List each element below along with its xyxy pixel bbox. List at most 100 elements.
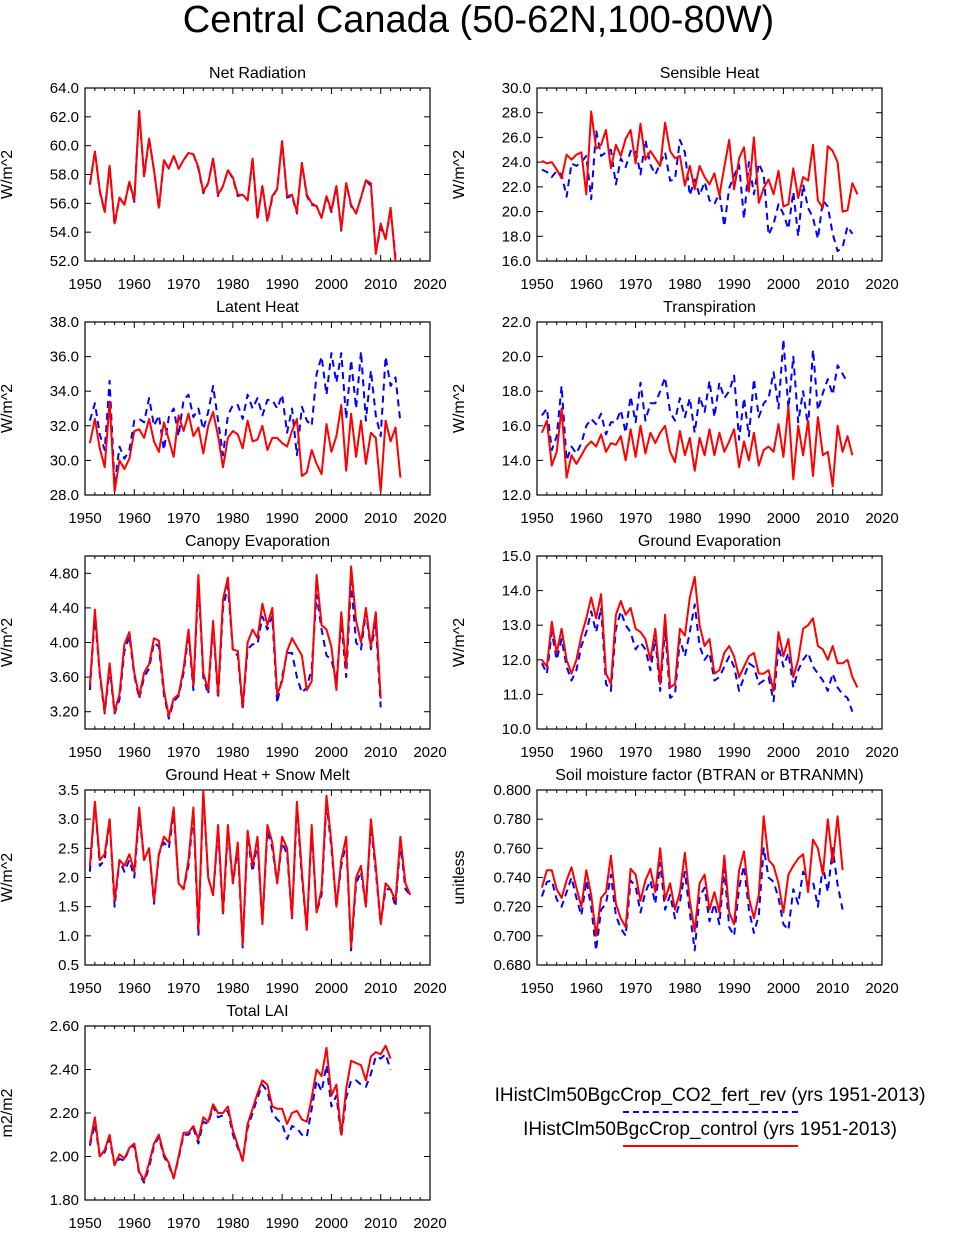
y-tick-label: 14.0 xyxy=(502,583,531,600)
series-line-control xyxy=(541,110,859,213)
y-axis-label: W/m^2 xyxy=(0,150,16,199)
y-tick-label: 34.0 xyxy=(50,383,79,400)
y-tick-label: 3.20 xyxy=(50,704,79,721)
series-line-rev xyxy=(88,581,382,720)
x-tick-label: 1970 xyxy=(619,510,652,527)
y-tick-label: 38.0 xyxy=(50,314,79,331)
chart-title: Net Radiation xyxy=(209,65,306,82)
x-tick-label: 1960 xyxy=(118,510,151,527)
series-line-control xyxy=(88,110,397,261)
y-tick-label: 18.0 xyxy=(502,383,531,400)
x-tick-label: 1960 xyxy=(118,744,151,761)
chart-title: Transpiration xyxy=(663,299,756,316)
x-tick-label: 2010 xyxy=(364,1215,397,1232)
x-tick-label: 2000 xyxy=(767,744,800,761)
y-tick-label: 0.760 xyxy=(493,840,531,857)
y-tick-label: 14.0 xyxy=(502,452,531,469)
x-tick-label: 1990 xyxy=(265,744,298,761)
y-tick-label: 3.60 xyxy=(50,669,79,686)
x-tick-label: 1980 xyxy=(216,744,249,761)
y-tick-label: 4.80 xyxy=(50,565,79,582)
y-tick-label: 64.0 xyxy=(50,80,79,97)
y-tick-label: 2.00 xyxy=(50,1149,79,1166)
y-tick-label: 0.680 xyxy=(493,957,531,974)
y-tick-label: 0.800 xyxy=(493,782,531,799)
series-line-control xyxy=(88,400,402,493)
y-axis-label: W/m^2 xyxy=(451,618,468,667)
y-tick-label: 56.0 xyxy=(50,195,79,212)
x-tick-label: 1980 xyxy=(216,1215,249,1232)
chart-title: Latent Heat xyxy=(216,299,299,316)
x-tick-label: 1950 xyxy=(68,1215,101,1232)
x-tick-label: 1980 xyxy=(216,276,249,293)
y-tick-label: 0.780 xyxy=(493,811,531,828)
y-tick-label: 10.0 xyxy=(502,721,531,738)
x-tick-label: 1990 xyxy=(717,510,750,527)
chart-title: Ground Evaporation xyxy=(638,533,781,550)
x-tick-label: 1970 xyxy=(167,744,200,761)
y-tick-label: 16.0 xyxy=(502,253,531,270)
y-tick-label: 2.40 xyxy=(50,1062,79,1079)
y-tick-label: 2.0 xyxy=(58,870,79,887)
x-tick-label: 1970 xyxy=(167,1215,200,1232)
y-tick-label: 12.0 xyxy=(502,487,531,504)
x-tick-label: 2020 xyxy=(413,276,446,293)
x-tick-label: 1960 xyxy=(570,510,603,527)
x-tick-label: 1990 xyxy=(265,510,298,527)
x-tick-label: 1960 xyxy=(118,980,151,997)
chart-panel: Ground Evaporation W/m^2 10.0 11.0 12.0 13.0 1… xyxy=(451,533,899,761)
x-tick-label: 2020 xyxy=(413,980,446,997)
x-tick-label: 1980 xyxy=(216,980,249,997)
x-tick-label: 2000 xyxy=(767,510,800,527)
y-axis-label: W/m^2 xyxy=(0,853,16,902)
y-axis-label: W/m^2 xyxy=(0,384,16,433)
page-title: Central Canada (50-62N,100-80W) xyxy=(182,0,775,41)
y-tick-label: 18.0 xyxy=(502,228,531,245)
x-tick-label: 1960 xyxy=(570,276,603,293)
x-tick-label: 2000 xyxy=(767,276,800,293)
plot-frame xyxy=(536,321,883,496)
x-tick-label: 2000 xyxy=(315,510,348,527)
y-tick-label: 2.60 xyxy=(50,1018,79,1035)
x-tick-label: 1990 xyxy=(265,276,298,293)
x-tick-label: 2010 xyxy=(364,510,397,527)
series-line-rev xyxy=(541,603,854,713)
x-tick-label: 1950 xyxy=(520,744,553,761)
y-tick-label: 4.00 xyxy=(50,635,79,652)
chart-panel: Transpiration W/m^2 12.0 14.0 16.0 18.0 20.0 22… xyxy=(451,299,899,527)
x-tick-label: 1960 xyxy=(118,1215,151,1232)
y-tick-label: 15.0 xyxy=(502,548,531,565)
x-tick-label: 1950 xyxy=(68,980,101,997)
x-tick-label: 1980 xyxy=(668,980,701,997)
x-tick-label: 2020 xyxy=(865,744,898,761)
series-line-rev xyxy=(88,350,402,486)
series-line-rev xyxy=(541,338,849,462)
y-axis-label: W/m^2 xyxy=(0,618,16,667)
y-tick-label: 2.20 xyxy=(50,1105,79,1122)
y-tick-label: 52.0 xyxy=(50,253,79,270)
x-tick-label: 2020 xyxy=(865,980,898,997)
y-tick-label: 0.700 xyxy=(493,928,531,945)
y-tick-label: 2.5 xyxy=(58,840,79,857)
y-tick-label: 30.0 xyxy=(50,452,79,469)
x-tick-label: 1950 xyxy=(520,510,553,527)
x-tick-label: 2000 xyxy=(315,1215,348,1232)
y-axis-label: W/m^2 xyxy=(451,384,468,433)
y-tick-label: 11.0 xyxy=(503,686,531,703)
series-line-control xyxy=(88,1044,392,1182)
x-tick-label: 1990 xyxy=(717,276,750,293)
x-tick-label: 1970 xyxy=(167,276,200,293)
plot-frame xyxy=(84,1025,431,1201)
y-tick-label: 20.0 xyxy=(502,204,531,221)
series-line-control xyxy=(88,790,412,949)
y-tick-label: 12.0 xyxy=(502,652,531,669)
x-tick-label: 2010 xyxy=(816,744,849,761)
x-tick-label: 2020 xyxy=(865,510,898,527)
x-tick-label: 1950 xyxy=(520,980,553,997)
y-tick-label: 0.740 xyxy=(493,870,531,887)
chart-title: Sensible Heat xyxy=(660,65,760,82)
y-tick-label: 36.0 xyxy=(50,349,79,366)
plot-frame xyxy=(84,321,431,496)
x-tick-label: 1990 xyxy=(265,1215,298,1232)
